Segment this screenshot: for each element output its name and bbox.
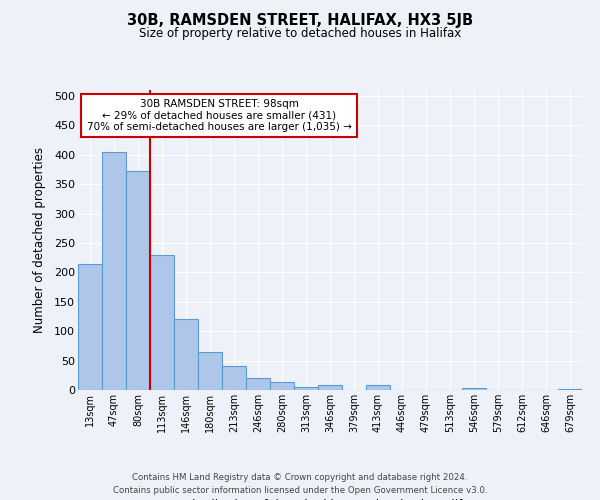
- Bar: [223, 366, 245, 390]
- Bar: [319, 386, 341, 390]
- Bar: [559, 389, 581, 390]
- Text: Size of property relative to detached houses in Halifax: Size of property relative to detached ho…: [139, 28, 461, 40]
- Bar: [367, 386, 389, 390]
- Text: Contains public sector information licensed under the Open Government Licence v3: Contains public sector information licen…: [113, 486, 487, 495]
- Bar: [175, 320, 197, 390]
- Bar: [295, 387, 317, 390]
- Bar: [247, 378, 269, 390]
- Bar: [127, 170, 149, 390]
- Text: Contains HM Land Registry data © Crown copyright and database right 2024.: Contains HM Land Registry data © Crown c…: [132, 472, 468, 482]
- Bar: [271, 382, 293, 390]
- Bar: [103, 152, 125, 390]
- Text: 30B RAMSDEN STREET: 98sqm
← 29% of detached houses are smaller (431)
70% of semi: 30B RAMSDEN STREET: 98sqm ← 29% of detac…: [86, 99, 352, 132]
- Y-axis label: Number of detached properties: Number of detached properties: [33, 147, 46, 333]
- Bar: [199, 352, 221, 390]
- X-axis label: Distribution of detached houses by size in Halifax: Distribution of detached houses by size …: [183, 499, 477, 500]
- Bar: [79, 264, 101, 390]
- Bar: [151, 254, 173, 390]
- Text: 30B, RAMSDEN STREET, HALIFAX, HX3 5JB: 30B, RAMSDEN STREET, HALIFAX, HX3 5JB: [127, 12, 473, 28]
- Bar: [463, 388, 485, 390]
